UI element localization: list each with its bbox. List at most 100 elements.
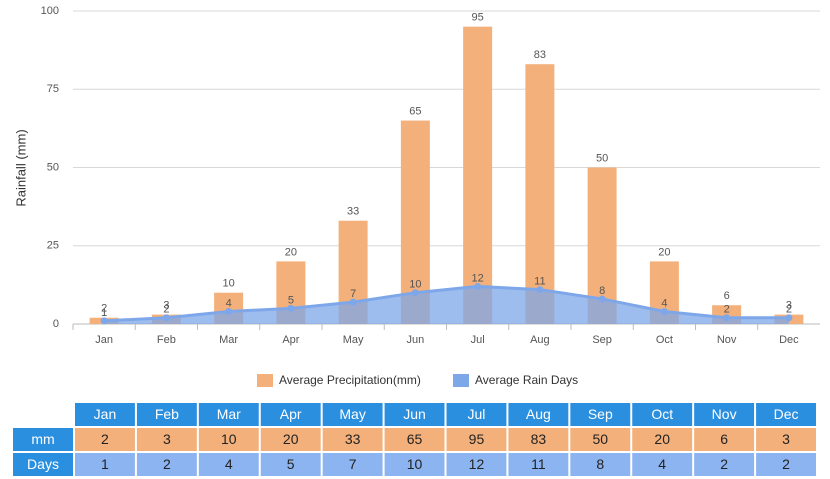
- table-cell: [446, 428, 507, 451]
- point: [785, 314, 793, 322]
- line: [104, 284, 789, 323]
- bar-value-label: 2: [101, 303, 107, 315]
- x-tick-label: Jun: [407, 334, 425, 346]
- table-cell-text: 8: [596, 456, 604, 472]
- point: [411, 289, 419, 297]
- table-cell: [260, 453, 321, 476]
- table-header-cell: [446, 403, 507, 426]
- table-cell-text: 11: [531, 456, 546, 472]
- point-value-label: 1: [101, 307, 107, 319]
- point: [474, 282, 482, 290]
- bar: [525, 64, 555, 325]
- legend-label: Average Precipitation(mm): [279, 373, 421, 387]
- table-cell-text: 33: [345, 431, 361, 447]
- bar-value-label: 50: [596, 152, 608, 164]
- y-tick-label: 100: [41, 5, 59, 17]
- table-header-cell: [632, 403, 693, 426]
- table-cell: [570, 428, 631, 451]
- bar-value-label: 6: [724, 290, 730, 302]
- table-cell: [694, 428, 755, 451]
- table-header-text: Jan: [94, 406, 117, 422]
- table-header-cell: [570, 403, 631, 426]
- point: [287, 304, 295, 312]
- table-header-cell: [756, 403, 816, 426]
- table-cell-text: 3: [782, 431, 790, 447]
- table-cell: [694, 453, 755, 476]
- point-value-label: 2: [724, 304, 730, 316]
- table-cell-text: 65: [407, 431, 423, 447]
- table-header-cell: [694, 403, 755, 426]
- table-cell: [75, 453, 135, 476]
- table-header-text: Sep: [588, 406, 613, 422]
- point-value-label: 4: [226, 297, 232, 309]
- point-value-label: 7: [350, 288, 356, 300]
- x-tick-label: Apr: [282, 334, 299, 346]
- bar-value-label: 83: [534, 49, 546, 61]
- table-cell-text: 4: [658, 456, 666, 472]
- area: [104, 286, 789, 324]
- table-cell: [384, 428, 445, 451]
- table-header-cell: [384, 403, 445, 426]
- point-value-label: 4: [661, 297, 667, 309]
- table-row-label-cell: [13, 428, 73, 451]
- table-header-text: Apr: [280, 406, 302, 422]
- table-header-text: Jul: [468, 406, 486, 422]
- bar-value-label: 33: [347, 206, 359, 218]
- table-header-cell: [322, 403, 383, 426]
- y-tick-label: 75: [47, 83, 59, 95]
- point: [225, 307, 233, 315]
- point-value-label: 2: [163, 304, 169, 316]
- point: [660, 307, 668, 315]
- table-cell-text: 1: [101, 456, 109, 472]
- table-header-text: Dec: [774, 406, 799, 422]
- y-axis-label: Rainfall (mm): [13, 129, 28, 206]
- x-tick-label: Aug: [530, 334, 550, 346]
- point: [598, 295, 606, 303]
- table-cell: [75, 428, 135, 451]
- x-tick-label: Jan: [95, 334, 113, 346]
- x-tick-label: Dec: [779, 334, 799, 346]
- table-cell-text: 6: [720, 431, 728, 447]
- table-cell-text: 20: [283, 431, 299, 447]
- table-header-text: Feb: [155, 406, 179, 422]
- table-cell: [322, 453, 383, 476]
- table-row-label: Days: [27, 456, 59, 472]
- table-cell: [446, 453, 507, 476]
- table-cell: [508, 428, 569, 451]
- table-header-text: Nov: [712, 406, 737, 422]
- table-row-label: mm: [31, 431, 54, 447]
- table-cell: [756, 428, 816, 451]
- legend-swatch: [257, 374, 273, 387]
- table-cell: [136, 428, 197, 451]
- bar-value-label: 20: [285, 246, 297, 258]
- table-header-cell: [260, 403, 321, 426]
- legend-label: Average Rain Days: [475, 373, 578, 387]
- bar-value-label: 95: [472, 12, 484, 24]
- table-header-text: Oct: [651, 406, 673, 422]
- table-cell: [136, 453, 197, 476]
- table-cell-text: 2: [782, 456, 790, 472]
- x-tick-label: May: [343, 334, 364, 346]
- point-value-label: 5: [288, 294, 294, 306]
- bar-value-label: 10: [223, 278, 235, 290]
- table-header-text: Jun: [403, 406, 426, 422]
- bar: [463, 26, 493, 325]
- table-cell-text: 12: [469, 456, 485, 472]
- table-cell: [322, 428, 383, 451]
- table-row-label-cell: [13, 453, 73, 476]
- table-cell-text: 50: [593, 431, 609, 447]
- table-cell-text: 5: [287, 456, 295, 472]
- table-cell-text: 2: [720, 456, 728, 472]
- table-cell-text: 7: [349, 456, 357, 472]
- table-cell: [508, 453, 569, 476]
- x-tick-label: Oct: [656, 334, 673, 346]
- point: [100, 317, 108, 325]
- table-header-cell: [198, 403, 259, 426]
- table-cell: [632, 453, 693, 476]
- bar-value-label: 20: [658, 246, 670, 258]
- point-value-label: 12: [472, 272, 484, 284]
- point: [349, 298, 357, 306]
- table-header-cell: [508, 403, 569, 426]
